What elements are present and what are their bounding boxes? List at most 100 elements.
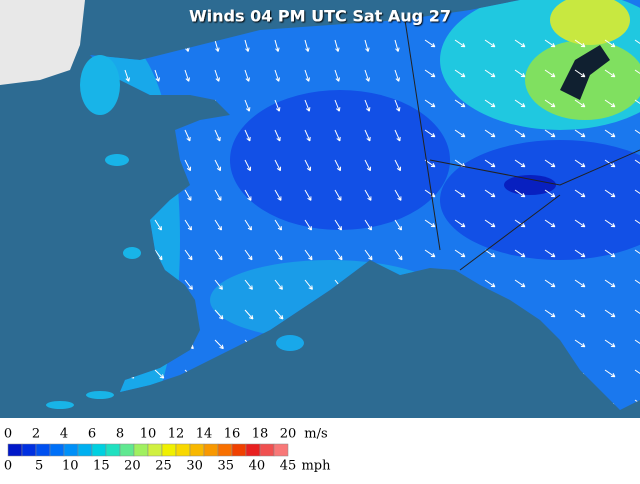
- wind-arrow: [304, 69, 310, 82]
- wind-arrow: [424, 69, 436, 78]
- wind-arrow: [544, 309, 556, 318]
- wind-arrow: [394, 189, 402, 201]
- wind-arrow: [304, 159, 312, 172]
- wind-arrow: [424, 129, 436, 138]
- legend-swatch: [245, 443, 261, 457]
- wind-arrow: [484, 279, 496, 288]
- wind-arrow: [184, 69, 190, 82]
- wind-arrow: [214, 189, 222, 201]
- wind-arrow: [334, 159, 342, 172]
- wind-arrow: [244, 219, 252, 231]
- wind-arrow: [124, 69, 130, 82]
- island: [123, 247, 141, 259]
- legend-tick: 4: [60, 427, 68, 442]
- wind-arrow: [424, 99, 436, 108]
- wind-arrow: [364, 129, 371, 142]
- wind-arrow: [274, 159, 282, 172]
- wind-arrow: [274, 99, 281, 112]
- island: [86, 391, 114, 399]
- wind-arrow: [274, 189, 282, 201]
- wind-arrow: [274, 309, 284, 320]
- island: [276, 335, 304, 351]
- wind-arrow: [274, 69, 280, 82]
- legend-tick: 8: [116, 427, 124, 442]
- wind-arrow: [484, 159, 496, 168]
- legend-swatch: [231, 443, 247, 457]
- wind-arrow: [424, 39, 436, 48]
- wind-arrow: [604, 39, 616, 48]
- legend-tick: 14: [196, 427, 213, 442]
- legend: 0 2 4 6 8 10 12 14 16 18 20 m/s 0 5 10 15 20 25 30 35 40 45 mp…: [4, 427, 331, 474]
- wind-arrow: [574, 69, 586, 78]
- wind-arrow: [304, 279, 313, 290]
- legend-tick: 25: [155, 459, 172, 474]
- wind-arrow: [394, 219, 402, 231]
- legend-swatch: [91, 443, 107, 457]
- wind-arrow: [214, 69, 220, 82]
- wind-arrow: [574, 99, 586, 108]
- legend-tick: 5: [35, 459, 43, 474]
- wind-arrow: [364, 99, 371, 112]
- wind-arrow: [244, 39, 250, 52]
- wind-arrow: [244, 129, 251, 142]
- wind-arrow: [514, 159, 526, 168]
- legend-swatch: [35, 443, 51, 457]
- wind-arrow: [274, 129, 281, 142]
- wind-arrow: [304, 249, 313, 261]
- legend-unit: m/s: [304, 427, 327, 442]
- legend-swatch: [273, 443, 289, 457]
- legend-tick: 0: [4, 459, 12, 474]
- legend-swatch: [119, 443, 135, 457]
- legend-swatch: [105, 443, 121, 457]
- wind-arrow: [514, 99, 526, 108]
- wind-arrow: [184, 189, 192, 201]
- legend-unit: mph: [301, 459, 331, 474]
- border: [429, 149, 640, 186]
- wind-arrow: [364, 69, 370, 82]
- wind-arrow: [214, 129, 221, 142]
- wind-arrow: [184, 159, 192, 172]
- wind-arrow: [274, 39, 280, 52]
- legend-tick: 30: [186, 459, 203, 474]
- wind-arrow: [514, 39, 526, 48]
- wind-arrow: [154, 369, 165, 379]
- wind-arrow: [214, 39, 220, 52]
- wind-arrow: [394, 69, 400, 82]
- legend-tick: 18: [252, 427, 269, 442]
- border: [459, 194, 561, 271]
- wind-arrow: [544, 69, 556, 78]
- legend-tick: 2: [32, 427, 40, 442]
- wind-arrow: [304, 189, 312, 201]
- wind-arrow: [274, 279, 283, 290]
- wind-arrow: [514, 129, 526, 138]
- wind-arrow: [154, 219, 162, 231]
- legend-swatch: [147, 443, 163, 457]
- wind-arrow: [214, 279, 223, 290]
- wind-arrow: [484, 129, 496, 138]
- wind-arrow: [484, 189, 496, 198]
- wind-arrow: [454, 189, 466, 198]
- legend-tick: 12: [168, 427, 185, 442]
- wind-arrow: [214, 309, 224, 320]
- wind-arrow: [574, 129, 586, 138]
- wind-arrow: [364, 189, 372, 201]
- wind-arrow: [334, 39, 340, 52]
- wind-arrow: [394, 129, 401, 142]
- wind-arrow: [604, 309, 616, 318]
- legend-swatch: [63, 443, 79, 457]
- wind-arrow: [574, 159, 586, 168]
- wind-arrow: [484, 249, 496, 258]
- wind-arrow: [214, 249, 223, 261]
- wind-arrow: [244, 309, 254, 320]
- wind-arrow: [244, 69, 250, 82]
- legend-swatch: [21, 443, 37, 457]
- legend-tick: 40: [249, 459, 266, 474]
- legend-tick: 20: [280, 427, 297, 442]
- wind-field: [440, 140, 640, 260]
- wind-arrow: [244, 159, 252, 172]
- wind-arrow: [544, 189, 556, 198]
- wind-arrow: [574, 189, 586, 198]
- wind-arrow: [514, 249, 526, 258]
- legend-swatch: [77, 443, 93, 457]
- wind-arrow: [574, 249, 586, 258]
